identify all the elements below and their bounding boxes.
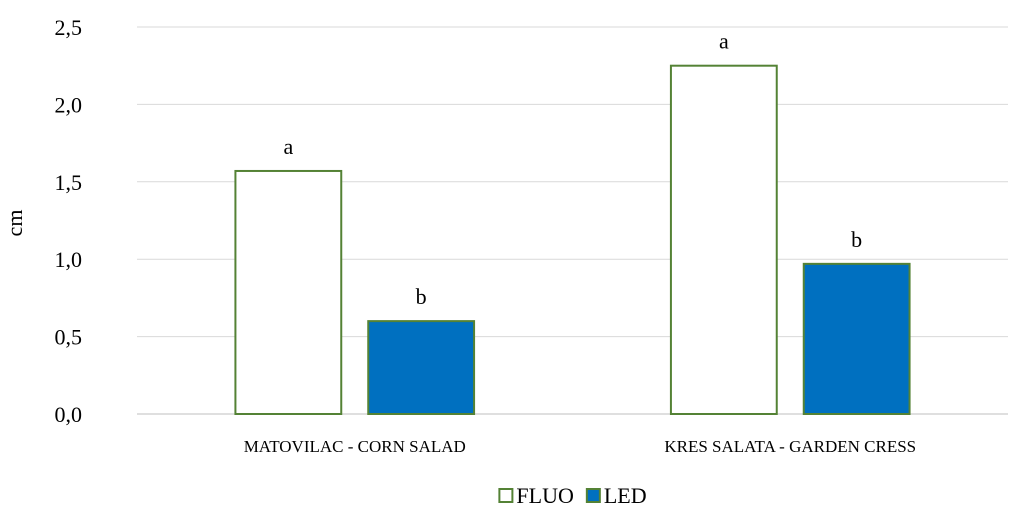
category-labels: MATOVILAC - CORN SALAD KRES SALATA - GARD… [244,437,916,456]
category-label: KRES SALATA - GARDEN CRESS [664,437,916,456]
y-tick-label: 2,0 [55,92,83,117]
y-tick-label: 0,5 [55,325,83,350]
y-axis-label: cm [2,210,27,237]
bars [234,64,911,415]
bar-fluo [234,169,343,415]
y-tick-label: 1,5 [55,170,83,195]
legend-swatch [498,488,514,503]
bar-data-label: b [416,284,427,309]
legend: FLUO LED [498,483,647,508]
bar-data-label: b [851,227,862,252]
category-label: MATOVILAC - CORN SALAD [244,437,466,456]
y-axis-ticks: 0,0 0,5 1,0 1,5 2,0 2,5 [55,15,83,427]
legend-item: FLUO [498,483,574,508]
y-tick-label: 0,0 [55,402,83,427]
bar-fluo [669,64,778,415]
y-tick-label: 1,0 [55,247,83,272]
bar-led [802,262,911,415]
legend-swatch [585,488,601,503]
bar-led [367,320,476,415]
legend-item: LED [585,483,647,508]
y-tick-label: 2,5 [55,15,83,40]
bar-data-labels: a b a b [283,29,862,309]
legend-label: FLUO [516,483,573,508]
legend-label: LED [604,483,647,508]
bar-data-label: a [719,29,729,54]
bar-data-label: a [283,134,293,159]
